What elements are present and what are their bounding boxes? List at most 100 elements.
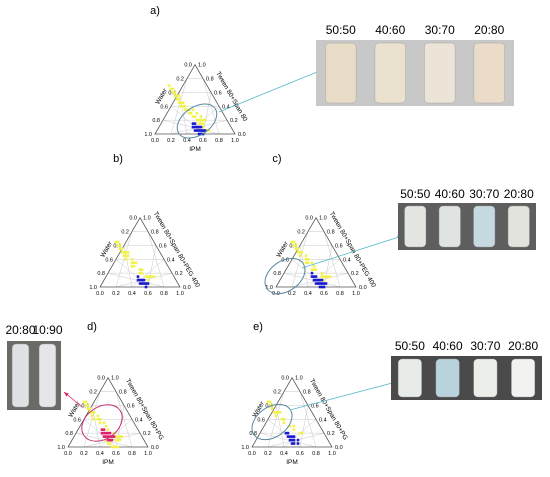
tick-label-left: 0.2 — [297, 230, 305, 236]
data-point-yellow — [294, 244, 298, 247]
triangle-frame — [99, 216, 181, 288]
data-point-magenta — [106, 435, 110, 438]
data-point-yellow — [86, 404, 90, 407]
grid-line — [107, 272, 165, 288]
data-point-blue — [310, 271, 314, 275]
tick-label-right: 0.6 — [214, 90, 222, 96]
triangle-frame — [67, 376, 149, 448]
data-point-yellow — [282, 417, 286, 421]
data-point-yellow — [304, 257, 308, 261]
photo-inset-c: 50:50 40:60 30:70 20:80 — [301, 187, 536, 269]
data-point-blue — [144, 282, 148, 285]
data-point-blue — [320, 285, 324, 289]
tick-label-left: 0.0 — [184, 63, 192, 69]
data-point-yellow — [296, 251, 300, 254]
data-point-magenta — [100, 431, 104, 435]
data-point-yellow — [177, 101, 181, 105]
photo-inset-a: 50:50 40:60 30:70 20:80 — [218, 23, 514, 113]
data-point-yellow — [292, 428, 296, 431]
data-point-yellow — [140, 268, 144, 271]
grid-line — [131, 259, 165, 288]
region-ellipse — [251, 403, 293, 441]
data-point-blue — [292, 435, 296, 438]
tick-label-bottom: 0.0 — [96, 291, 104, 297]
data-point-yellow — [98, 417, 102, 421]
data-point-blue — [193, 129, 197, 132]
data-point-yellow — [92, 411, 96, 414]
data-point-blue — [203, 129, 207, 132]
tick-label-left: 1.0 — [89, 285, 97, 291]
data-point-yellow — [304, 261, 308, 265]
data-point-yellow — [126, 251, 130, 254]
tick-label-bottom: 0.6 — [199, 138, 207, 144]
tick-label-right: 0.6 — [159, 243, 167, 249]
ratio-label: 10:90 — [32, 323, 62, 337]
tick-label-left: 1.0 — [241, 445, 249, 451]
tick-label-right: 0.2 — [143, 431, 151, 437]
grid-line — [267, 432, 325, 448]
ratio-label: 20:80 — [504, 187, 534, 201]
data-point-blue — [193, 125, 197, 129]
data-point-yellow — [201, 118, 205, 122]
data-point-magenta — [102, 435, 106, 438]
data-point-blue — [140, 282, 144, 285]
callout-arrow — [218, 69, 323, 113]
data-point-yellow — [189, 111, 193, 115]
ternary-panel-a: 0.00.01.00.20.20.80.40.40.60.60.60.40.80… — [144, 5, 248, 153]
data-point-magenta — [102, 431, 106, 435]
tick-label-right: 0.6 — [127, 403, 135, 409]
tick-label-right: 0.4 — [222, 104, 230, 110]
ratio-label: 40:60 — [435, 187, 465, 201]
data-point-yellow — [120, 247, 124, 251]
data-point-yellow — [124, 254, 128, 258]
data-point-yellow — [116, 435, 120, 438]
data-point-blue — [296, 438, 300, 442]
tick-label-bottom: 0.8 — [160, 291, 168, 297]
ratio-label: 50:50 — [326, 23, 356, 37]
tick-label-bottom: 0.2 — [264, 451, 272, 457]
data-point-blue — [286, 431, 290, 435]
ratio-label: 50:50 — [395, 339, 425, 353]
data-point-yellow — [179, 104, 183, 108]
data-point-blue — [191, 122, 195, 125]
data-point-yellow — [173, 91, 177, 94]
data-point-magenta — [106, 431, 110, 435]
ratio-label: 20:80 — [5, 323, 35, 337]
data-point-blue — [191, 125, 195, 129]
panel-label: a) — [150, 5, 160, 17]
tick-label-right: 0.8 — [303, 390, 311, 396]
tick-label-left: 0.6 — [73, 417, 81, 423]
tick-label-right: 0.0 — [238, 132, 246, 138]
data-point-yellow — [96, 417, 100, 421]
data-point-blue — [314, 282, 318, 285]
data-point-yellow — [118, 438, 122, 442]
data-point-yellow — [203, 118, 207, 122]
data-point-yellow — [116, 445, 120, 449]
data-point-yellow — [290, 240, 294, 244]
data-point-yellow — [92, 417, 96, 421]
data-point-yellow — [150, 275, 154, 278]
tick-label-bottom: 1.0 — [231, 138, 239, 144]
axis-title-ipm: IPM — [189, 146, 201, 153]
data-point-yellow — [191, 108, 195, 112]
vial — [473, 205, 496, 248]
panel-label: b) — [113, 153, 123, 165]
ratio-label: 50:50 — [400, 187, 430, 201]
tick-label-right: 0.4 — [167, 257, 175, 263]
vial — [438, 205, 461, 248]
data-point-blue — [201, 129, 205, 132]
tick-label-bottom: 0.2 — [167, 138, 175, 144]
data-point-yellow — [268, 404, 272, 407]
data-point-yellow — [300, 431, 304, 435]
data-point-yellow — [312, 268, 316, 271]
tick-label-bottom: 0.4 — [280, 451, 288, 457]
data-point-blue — [286, 435, 290, 438]
data-point-yellow — [130, 261, 134, 265]
tick-label-left: 0.8 — [152, 118, 160, 124]
grid-line — [99, 419, 133, 448]
data-point-yellow — [134, 261, 138, 265]
data-point-yellow — [171, 91, 175, 94]
data-point-yellow — [140, 271, 144, 275]
axis-title-water: Water — [67, 400, 82, 419]
